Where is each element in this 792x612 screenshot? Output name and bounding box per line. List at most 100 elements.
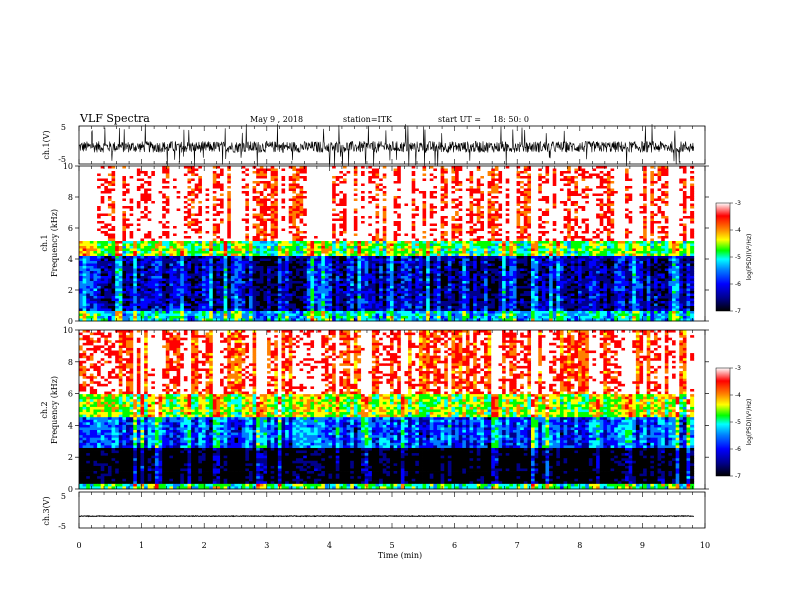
spectrogram-cell (545, 201, 550, 204)
spectrogram-cell (386, 228, 391, 232)
spectrogram-cell (523, 173, 528, 177)
spectrogram-cell (556, 191, 561, 194)
spectrogram-cell (516, 233, 521, 237)
spectrogram-cell (400, 188, 405, 192)
spectrogram-cell (512, 188, 517, 192)
spectrogram-cell (393, 171, 398, 174)
spectrogram-cell (346, 168, 351, 172)
spectrogram-cell (668, 213, 673, 217)
spectrogram-cell (433, 171, 438, 174)
spectrogram-cell (559, 203, 564, 207)
spectrogram-cell (346, 208, 351, 212)
spectrogram-cell (643, 166, 648, 169)
spectrogram-cell (133, 191, 138, 194)
spectrogram-cell (617, 181, 622, 184)
spectrogram-cell (220, 226, 225, 229)
spectrogram-cell (469, 186, 474, 189)
spectrogram-cell (79, 193, 84, 197)
spectrogram-cell (650, 191, 655, 194)
spectrogram-cell (397, 176, 402, 179)
spectrogram-cell (368, 191, 373, 194)
spectrogram-cell (339, 221, 344, 224)
spectrogram-cell (223, 198, 228, 202)
spectrogram-cell (661, 211, 666, 214)
spectrogram-cell (422, 233, 427, 237)
spectrogram-cell (122, 173, 127, 177)
spectrogram-cell (682, 211, 687, 214)
spectrogram-cell (487, 213, 492, 217)
spectrogram-cell (270, 166, 275, 169)
spectrogram-cell (277, 226, 282, 229)
spectrogram-cell (140, 211, 145, 214)
spectrogram-cell (592, 193, 597, 197)
spectrogram-cell (650, 236, 655, 239)
spectrogram-cell (675, 226, 680, 229)
spectrogram-cell (672, 171, 677, 174)
spectrogram-cell (364, 203, 369, 207)
spectrogram-cell (657, 191, 662, 194)
spectrogram-cell (559, 188, 564, 192)
spectrogram-cell (436, 203, 442, 207)
spectrogram-cell (230, 201, 235, 204)
spectrogram-cell (672, 213, 677, 217)
spectrogram-cell (350, 181, 355, 184)
spectrogram-cell (303, 211, 308, 214)
spectrogram-cell (538, 193, 543, 197)
spectrogram-cell (639, 218, 644, 222)
spectrogram-cell (574, 218, 579, 222)
spectrogram-cell (603, 171, 608, 174)
spectrogram-cell (136, 193, 141, 197)
spectrogram-cell (147, 238, 152, 242)
spectrogram-cell (653, 226, 658, 229)
spectrogram-cell (82, 236, 87, 239)
spectrogram-cell (527, 186, 532, 189)
spectrogram-cell (165, 221, 170, 224)
spectrogram-cell (473, 223, 478, 227)
spectrogram-cell (303, 231, 308, 234)
spectrogram-cell (643, 181, 648, 184)
spectrogram-cell (682, 221, 687, 224)
spectrogram-cell (541, 206, 546, 209)
spectrogram-cell (610, 173, 615, 177)
spectrogram-cell (342, 226, 347, 229)
spectrogram-cell (129, 238, 134, 242)
spectrogram-cell (151, 193, 156, 197)
spectrogram-cell (339, 193, 344, 197)
spectrogram-cell (643, 191, 648, 194)
spectrogram-cell (675, 216, 680, 219)
spectrogram-cell (415, 216, 420, 219)
spectrogram-cell (397, 201, 402, 204)
spectrogram-cell (361, 226, 366, 229)
spectrogram-cell (415, 181, 420, 184)
spectrogram-cell (389, 216, 394, 219)
spectrogram-cell (527, 213, 532, 217)
spectrogram-cell (657, 236, 662, 239)
spectrogram-cell (140, 203, 145, 207)
spectrogram-cell (277, 203, 282, 207)
spectrogram-cell (498, 183, 503, 187)
spectrogram-cell (198, 178, 203, 182)
spectrogram-cell (465, 233, 470, 237)
spectrogram-cell (418, 216, 423, 219)
spectrogram-cell (408, 226, 413, 229)
spectrogram-cell (234, 196, 239, 199)
spectrogram-cell (404, 236, 409, 239)
spectrogram-cell (154, 186, 159, 189)
spectrogram-cell (476, 236, 481, 239)
spectrogram-cell (664, 208, 669, 212)
spectrogram-cell (201, 196, 206, 199)
spectrogram-cell (400, 186, 405, 189)
spectrogram-cell (397, 166, 402, 169)
spectrogram-cell (118, 168, 123, 172)
spectrogram-cell (516, 203, 521, 207)
spectrogram-cell (617, 226, 622, 229)
spectrogram-cell (585, 168, 590, 172)
spectrogram-cell (458, 218, 463, 222)
spectrogram-cell (606, 191, 611, 194)
spectrogram-cell (682, 188, 687, 192)
spectrogram-cell (686, 233, 691, 237)
spectrogram-cell (180, 188, 185, 192)
spectrogram-cell (418, 213, 423, 217)
spectrogram-cell (100, 201, 105, 204)
spectrogram-cell (581, 213, 586, 217)
